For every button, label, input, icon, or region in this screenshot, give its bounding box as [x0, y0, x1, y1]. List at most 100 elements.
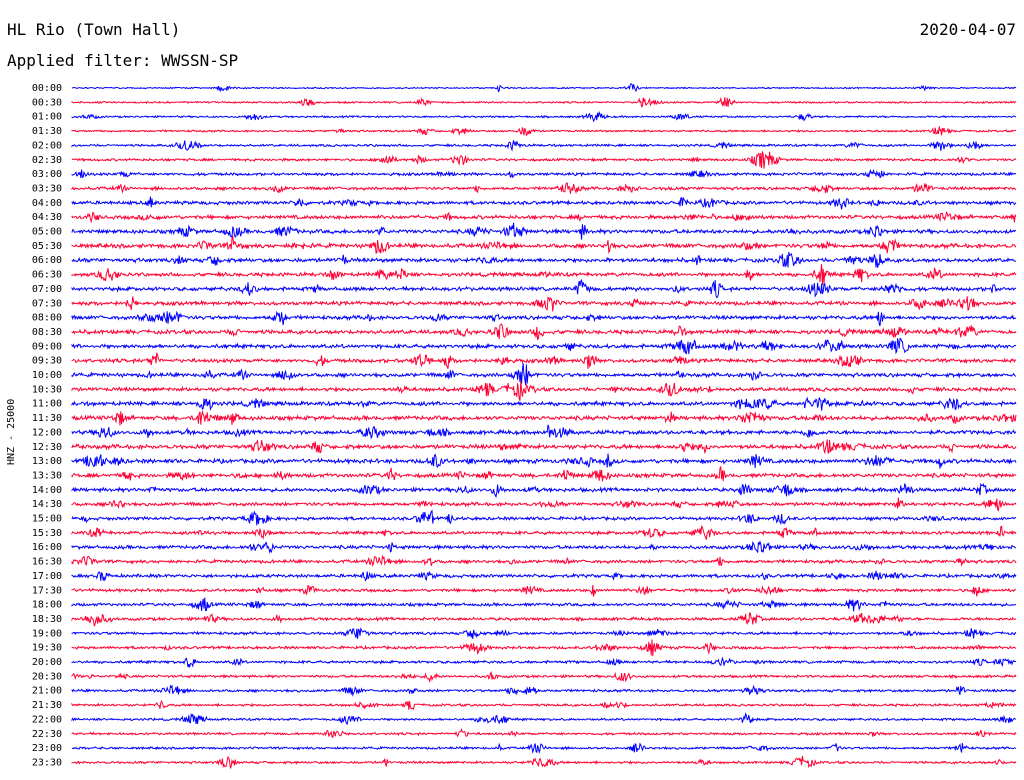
row-label: 05:00 [32, 227, 62, 238]
trace-row [71, 509, 1017, 526]
row-label: 22:30 [32, 729, 62, 740]
row-label: 16:30 [32, 557, 62, 568]
row-label: 10:00 [32, 370, 62, 381]
trace-row [71, 656, 1017, 668]
row-label: 01:30 [32, 126, 62, 137]
trace-row [71, 96, 1017, 108]
row-label: 17:30 [32, 585, 62, 596]
trace-row [71, 727, 1017, 739]
row-label: 12:30 [32, 442, 62, 453]
row-label: 20:00 [32, 657, 62, 668]
row-label: 15:30 [32, 528, 62, 539]
trace-row [71, 439, 1017, 455]
trace-row [71, 251, 1017, 268]
row-label: 11:00 [32, 399, 62, 410]
trace-row [71, 323, 1017, 341]
row-label: 19:00 [32, 628, 62, 639]
trace-row [71, 742, 1017, 755]
trace-row [71, 409, 1017, 426]
trace-row [71, 196, 1017, 210]
trace-row [71, 584, 1017, 597]
row-label: 01:00 [32, 112, 62, 123]
trace-row [71, 235, 1017, 254]
trace-row [71, 296, 1017, 312]
row-label: 20:30 [32, 671, 62, 682]
row-label: 19:30 [32, 643, 62, 654]
row-label: 04:00 [32, 198, 62, 209]
row-label: 07:30 [32, 298, 62, 309]
trace-row [71, 684, 1017, 697]
trace-row [71, 380, 1016, 401]
row-label: 15:00 [32, 514, 62, 525]
trace-row [71, 140, 1017, 152]
trace-row [71, 482, 1017, 499]
trace-row [71, 570, 1017, 582]
row-label: 09:30 [32, 356, 62, 367]
row-label: 06:30 [32, 270, 62, 281]
trace-row [71, 310, 1017, 327]
trace-row [71, 168, 1017, 179]
row-label: 21:30 [32, 700, 62, 711]
trace-row [71, 711, 1017, 725]
row-label: 18:00 [32, 600, 62, 611]
row-label: 11:30 [32, 413, 62, 424]
row-label: 09:00 [32, 341, 62, 352]
row-label: 12:00 [32, 427, 62, 438]
trace-row [71, 755, 1017, 769]
station-title: HL Rio (Town Hall) [7, 20, 181, 39]
row-label: 04:30 [32, 212, 62, 223]
row-label: 08:00 [32, 313, 62, 324]
trace-row [71, 525, 1017, 540]
trace-row [71, 264, 1017, 286]
trace-row [71, 670, 1017, 684]
trace-row [71, 639, 1017, 657]
trace-row [71, 612, 1017, 627]
trace-row [71, 465, 1017, 482]
row-label: 13:00 [32, 456, 62, 467]
row-label: 03:30 [32, 183, 62, 194]
row-label: 06:00 [32, 255, 62, 266]
row-label: 14:30 [32, 499, 62, 510]
row-label: 05:30 [32, 241, 62, 252]
trace-row [71, 338, 1017, 355]
row-label: 00:30 [32, 97, 62, 108]
trace-row [71, 352, 1017, 370]
trace-row [71, 554, 1017, 568]
trace-row [71, 453, 1017, 469]
row-label: 13:30 [32, 470, 62, 481]
trace-row [71, 278, 1017, 299]
row-label: 14:00 [32, 485, 62, 496]
trace-row [71, 211, 1017, 224]
trace-row [71, 182, 1017, 195]
trace-row [71, 699, 1017, 710]
date-label: 2020-04-07 [919, 20, 1016, 39]
trace-row [71, 83, 1017, 93]
row-label: 17:00 [32, 571, 62, 582]
trace-row [71, 126, 1017, 137]
row-label: 18:30 [32, 614, 62, 625]
trace-row [71, 497, 1017, 512]
row-label: 23:00 [32, 743, 62, 754]
trace-row [71, 110, 1017, 123]
row-label: 23:30 [32, 757, 62, 768]
filter-label: Applied filter: WWSSN-SP [7, 51, 239, 70]
trace-row [71, 222, 1017, 240]
row-label: 03:00 [32, 169, 62, 180]
trace-row [71, 597, 1017, 612]
row-label: 16:00 [32, 542, 62, 553]
trace-row [71, 151, 1017, 169]
row-label: 10:30 [32, 384, 62, 395]
row-label: 02:30 [32, 155, 62, 166]
row-label: 02:00 [32, 140, 62, 151]
row-label: 22:00 [32, 714, 62, 725]
trace-row [71, 424, 1017, 440]
row-label: 08:30 [32, 327, 62, 338]
trace-row [71, 540, 1017, 554]
row-label: 00:00 [32, 83, 62, 94]
row-label: 07:00 [32, 284, 62, 295]
row-label: 21:00 [32, 686, 62, 697]
trace-row [71, 363, 1017, 385]
trace-row [71, 626, 1017, 639]
trace-row [71, 396, 1017, 411]
